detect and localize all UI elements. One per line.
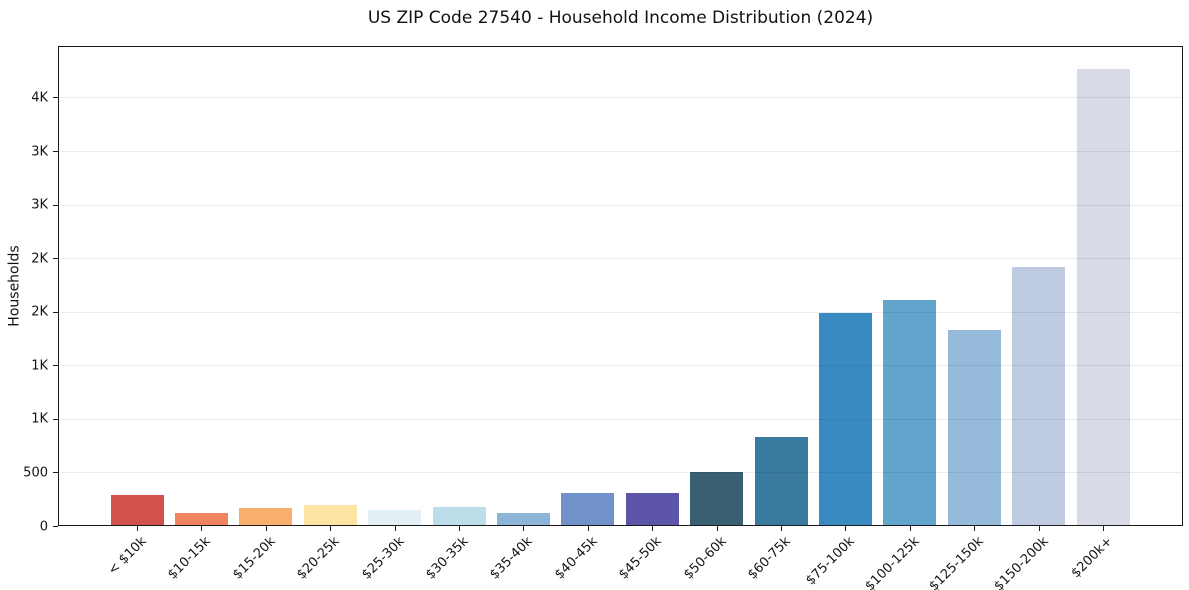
y-tick-mark	[53, 151, 58, 152]
y-tick-mark	[53, 311, 58, 313]
x-tick-label: $75-100k	[803, 534, 858, 589]
x-tick-mark	[394, 526, 396, 531]
x-tick-mark	[781, 526, 782, 531]
x-tick-label: $10-15k	[165, 534, 214, 583]
bar	[625, 492, 679, 526]
y-tick-label: 3K	[31, 144, 48, 159]
bar	[690, 471, 744, 526]
x-tick-mark	[652, 526, 654, 531]
bar	[174, 513, 228, 526]
bar	[818, 313, 872, 526]
x-tick-label: < $10k	[105, 534, 150, 579]
x-tick-mark	[974, 526, 976, 531]
x-tick-mark	[201, 526, 203, 531]
y-tick-label: 500	[23, 465, 48, 481]
gridline	[58, 258, 1183, 260]
bar	[947, 330, 1001, 526]
x-tick-label: $150-200k	[991, 534, 1052, 590]
bar	[239, 507, 293, 526]
bar	[1076, 69, 1130, 526]
x-tick-mark	[1103, 526, 1104, 531]
gridline	[58, 418, 1183, 420]
bar	[754, 437, 808, 526]
y-tick-label: 1K	[31, 358, 48, 374]
gridline	[58, 472, 1183, 474]
y-tick-label: 3K	[31, 197, 48, 213]
x-tick-mark	[845, 526, 847, 531]
x-tick-mark	[523, 526, 525, 531]
bar	[368, 509, 422, 526]
x-tick-mark	[265, 526, 267, 531]
x-tick-mark	[1038, 526, 1040, 531]
x-tick-mark	[137, 526, 138, 531]
x-tick-label: $20-25k	[294, 534, 343, 583]
gridline	[58, 365, 1183, 367]
y-axis-label: Households	[2, 46, 28, 526]
y-tick-label: 1K	[31, 411, 48, 427]
y-tick-label: 2K	[31, 304, 48, 320]
bar	[496, 512, 550, 526]
gridline	[58, 204, 1183, 206]
x-tick-label: $50-60k	[680, 534, 730, 583]
y-tick-mark	[53, 204, 58, 206]
bar	[432, 506, 486, 526]
x-tick-mark	[459, 526, 460, 531]
x-tick-label: $30-35k	[423, 534, 472, 583]
x-tick-label: $125-150k	[926, 534, 987, 590]
gridline	[58, 311, 1183, 313]
x-tick-mark	[587, 526, 589, 531]
x-tick-label: $60-75k	[745, 534, 794, 583]
x-tick-label: $25-30k	[358, 534, 408, 583]
chart-title: US ZIP Code 27540 - Household Income Dis…	[367, 8, 874, 28]
x-tick-label: $40-45k	[551, 534, 601, 583]
y-tick-mark	[53, 526, 58, 527]
bar	[110, 494, 164, 526]
gridline	[58, 151, 1183, 152]
x-tick-mark	[330, 526, 332, 531]
bar	[883, 299, 937, 526]
x-tick-label: $45-50k	[616, 534, 665, 583]
x-tick-label: $100-125k	[862, 534, 923, 590]
bar	[1012, 266, 1066, 526]
y-tick-mark	[53, 365, 58, 367]
y-tick-label: 4K	[31, 90, 48, 106]
gridline	[58, 97, 1183, 99]
bar	[303, 504, 357, 526]
y-tick-label: 0	[39, 519, 48, 534]
y-tick-mark	[53, 258, 58, 260]
y-tick-mark	[53, 472, 58, 474]
x-tick-mark	[716, 526, 718, 531]
bar	[561, 493, 615, 526]
x-tick-label: $15-20k	[229, 534, 279, 583]
x-tick-mark	[909, 526, 911, 531]
x-tick-label: $200k+	[1068, 534, 1116, 582]
y-tick-label: 2K	[31, 251, 48, 267]
y-tick-mark	[53, 418, 58, 420]
y-tick-mark	[53, 97, 58, 99]
x-tick-label: $35-40k	[487, 534, 536, 583]
